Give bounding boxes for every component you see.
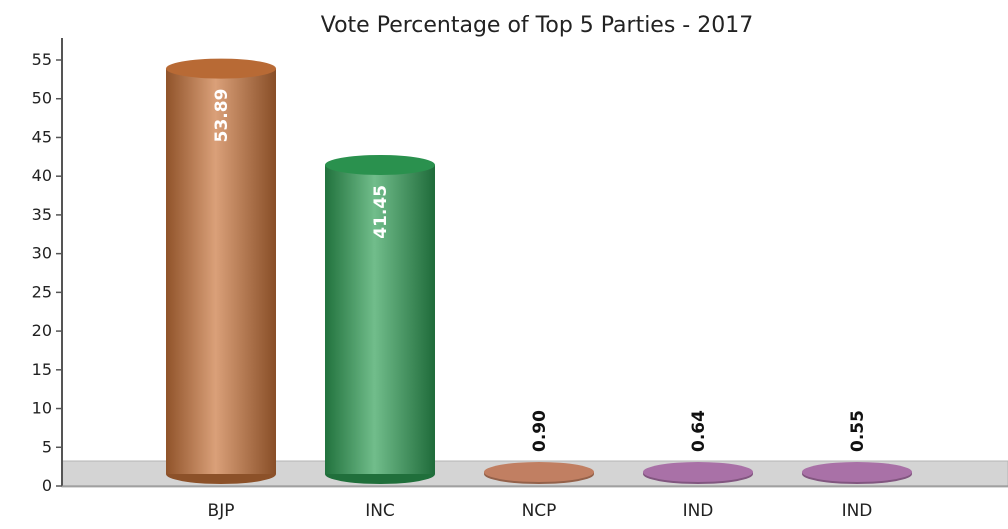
y-axis: 0 5 10 15 20 25 30 35 40 45 50 55 <box>32 38 1008 495</box>
bar-top <box>325 154 435 175</box>
data-label: 41.45 <box>371 185 391 239</box>
bar-top <box>166 58 276 79</box>
bar-inc-1: 41.45 <box>325 154 435 484</box>
bar-ncp-2: 0.90 <box>484 410 594 484</box>
x-tick-label: IND <box>683 501 714 521</box>
data-label: 0.64 <box>689 410 709 452</box>
y-tick-label: 15 <box>32 360 52 379</box>
x-tick-label: IND <box>842 501 873 521</box>
chart-title: Vote Percentage of Top 5 Parties - 2017 <box>321 13 753 38</box>
x-tick-label: INC <box>365 501 395 521</box>
y-tick-label: 40 <box>32 166 52 185</box>
bar-top <box>643 462 753 482</box>
data-label: 0.90 <box>530 410 550 452</box>
bar-body <box>325 164 435 474</box>
y-tick-label: 0 <box>42 476 52 495</box>
bar-ind-3: 0.64 <box>643 410 753 484</box>
x-tick-label: BJP <box>208 501 235 521</box>
bar-bjp-0: 53.89 <box>166 58 276 484</box>
bar-body <box>166 68 276 474</box>
bar-top <box>484 462 594 482</box>
data-label: 0.55 <box>848 410 868 452</box>
y-tick-label: 45 <box>32 127 52 146</box>
data-label: 53.89 <box>212 89 232 143</box>
bars: 53.89 41.45 0.90 0.64 0.55 <box>166 58 912 484</box>
y-tick-label: 20 <box>32 321 52 340</box>
y-tick-label: 10 <box>32 399 52 418</box>
y-tick-label: 30 <box>32 244 52 263</box>
y-tick-label: 25 <box>32 282 52 301</box>
y-tick-label: 50 <box>32 89 52 108</box>
y-tick-label: 55 <box>32 50 52 69</box>
bar-top <box>802 462 912 482</box>
x-axis-labels: BJP INC NCP IND IND <box>208 501 873 521</box>
y-tick-label: 5 <box>42 437 52 456</box>
x-tick-label: NCP <box>522 501 557 521</box>
y-tick-label: 35 <box>32 205 52 224</box>
bar-ind-4: 0.55 <box>802 410 912 484</box>
